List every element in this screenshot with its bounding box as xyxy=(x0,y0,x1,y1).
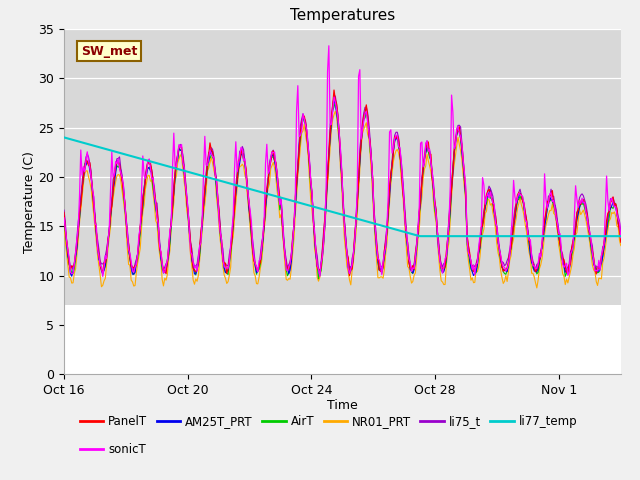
Title: Temperatures: Temperatures xyxy=(290,9,395,24)
Y-axis label: Temperature (C): Temperature (C) xyxy=(22,151,36,252)
Bar xyxy=(64,305,621,374)
X-axis label: Time: Time xyxy=(327,398,358,411)
Legend: sonicT: sonicT xyxy=(75,438,150,461)
Text: SW_met: SW_met xyxy=(81,45,137,58)
